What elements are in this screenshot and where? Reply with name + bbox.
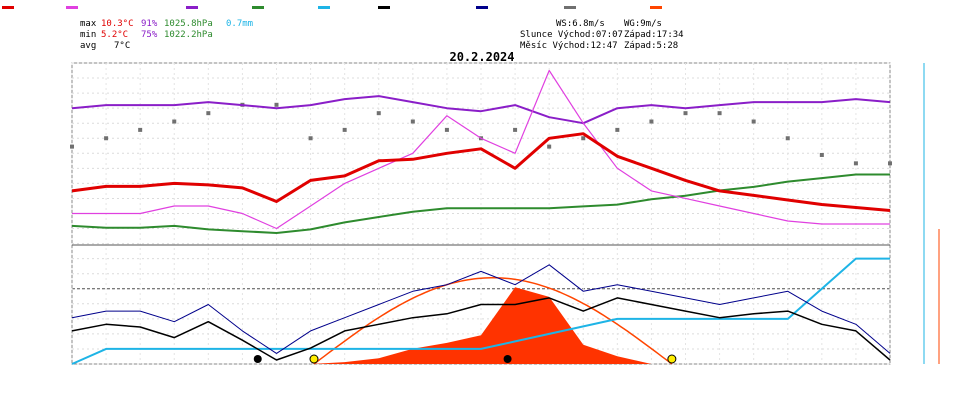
moonset-marker [253,355,262,363]
legend-swatch [650,6,662,9]
direction-point [717,111,722,116]
direction-point [444,127,449,132]
direction-point [683,111,688,116]
direction-point [751,119,756,124]
series-sr-ky [71,257,890,365]
direction-point [513,127,518,132]
stat-sun-set: Západ:17:34 [624,30,684,40]
stat-max-temp: 10.3°C [101,19,134,29]
direction-point [342,127,347,132]
chart-title: 20.2.2024 [449,50,514,64]
axes [71,62,940,365]
moonrise-marker [503,355,512,363]
stat-max-rain: 0.7mm [226,19,253,29]
series-vlhkost [71,95,891,125]
direction-point [785,136,790,141]
legend [2,6,662,9]
direction-point [138,127,143,132]
series-tlak [71,173,890,234]
direction-point [308,136,313,141]
stat-moon-set: Západ:5:28 [624,41,678,51]
direction-point [172,119,177,124]
stats-panel: max 10.3°C 91% 1025.8hPa 0.7mm min 5.2°C… [80,19,684,51]
legend-swatch [378,6,390,9]
direction-point [547,144,552,149]
direction-point [274,102,279,107]
series-n-raz-v-tru [71,264,891,354]
direction-point [888,161,892,166]
stat-max-hum: 91% [141,19,158,29]
direction-point [819,152,824,157]
sunset-marker [667,354,677,364]
legend-swatch [66,6,78,9]
legend-swatch [318,6,330,9]
direction-point [104,136,109,141]
plot-area [70,69,892,365]
legend-swatch [252,6,264,9]
sunrise-marker [309,354,319,364]
direction-point [70,144,74,149]
stat-min-press: 1022.2hPa [164,30,213,40]
stat-min-label: min [80,30,96,40]
stat-avg-temp: 7°C [114,41,130,51]
stat-min-temp: 5.2°C [101,30,128,40]
direction-point [206,111,211,116]
direction-point [581,136,586,141]
stat-gust: WG:9m/s [624,19,662,29]
legend-swatch [2,6,14,9]
stat-min-hum: 75% [141,30,158,40]
series-rychlost-v-tru [71,297,891,361]
legend-swatch [476,6,488,9]
stat-moon: Měsíc Východ:12:47 [520,41,618,51]
direction-point [853,161,858,166]
stat-sun: Slunce Východ:07:07 [520,30,623,40]
stat-max-press: 1025.8hPa [164,19,213,29]
direction-point [410,119,415,124]
direction-point [615,127,620,132]
series-teplota [71,132,891,212]
stat-wind: WS:6.8m/s [556,19,605,29]
direction-point [649,119,654,124]
series-p-zemn-teplota [72,69,890,230]
direction-point [376,111,381,116]
stat-avg-label: avg [80,41,96,51]
legend-swatch [186,6,198,9]
legend-swatch [564,6,576,9]
stat-max-label: max [80,19,97,29]
